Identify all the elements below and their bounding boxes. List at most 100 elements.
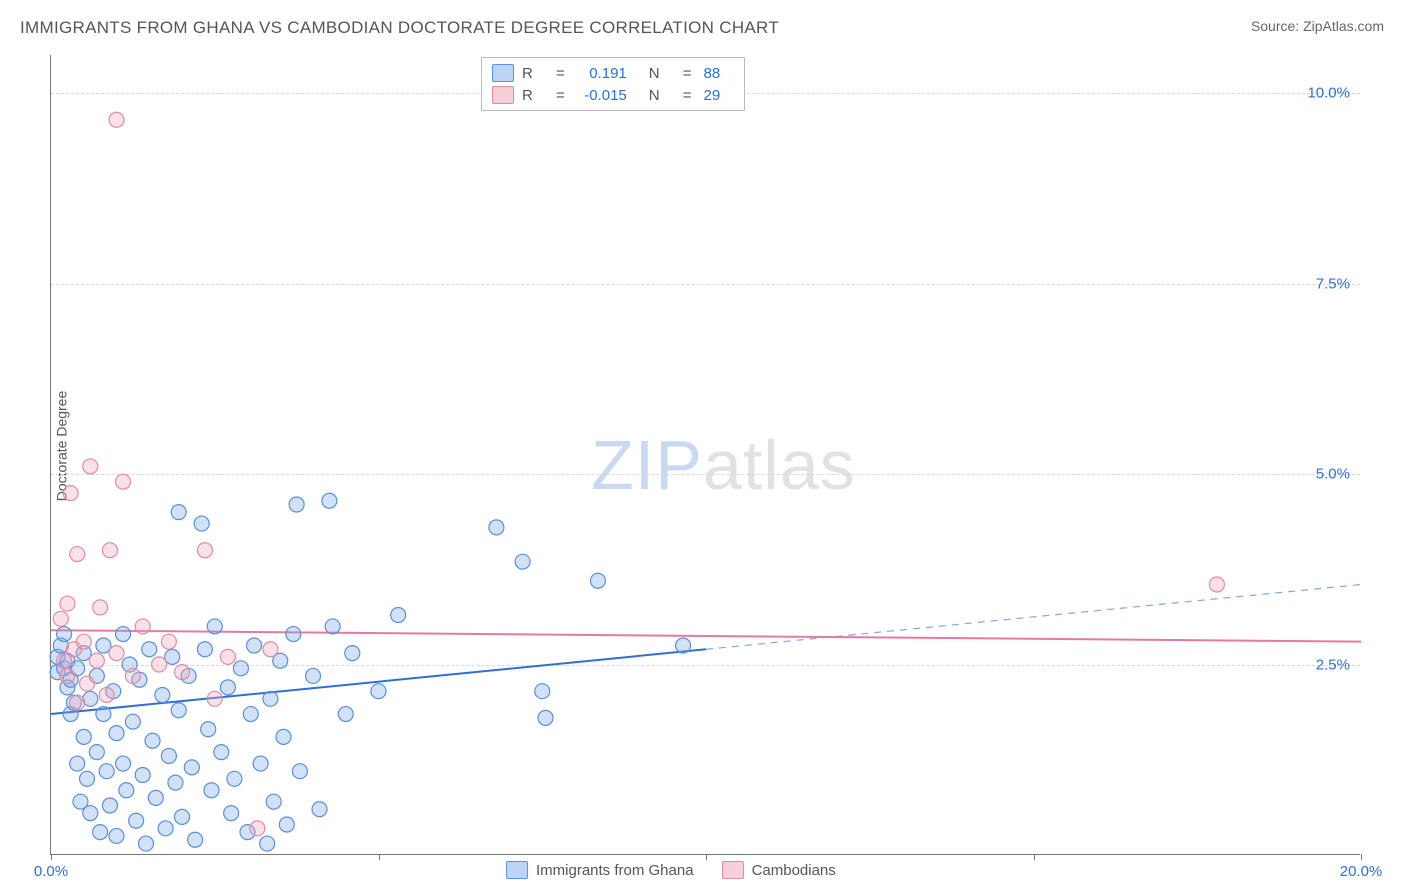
source-link[interactable]: ZipAtlas.com [1303, 18, 1384, 34]
data-point [80, 771, 95, 786]
data-point [60, 668, 75, 683]
data-point [109, 828, 124, 843]
trend-line [51, 649, 706, 714]
data-point [590, 573, 605, 588]
data-point [76, 729, 91, 744]
legend-label: Cambodians [752, 862, 836, 879]
data-point [158, 821, 173, 836]
x-tick-label: 0.0% [34, 863, 68, 880]
x-tick [1034, 854, 1035, 860]
equals-sign: = [683, 65, 692, 82]
data-point [171, 703, 186, 718]
data-point [194, 516, 209, 531]
data-point [289, 497, 304, 512]
source-label: Source: [1251, 18, 1303, 34]
legend-swatch [492, 86, 514, 104]
data-point [306, 668, 321, 683]
data-point [76, 634, 91, 649]
data-point [89, 653, 104, 668]
data-point [53, 611, 68, 626]
legend-r-label: R [522, 87, 548, 104]
data-point [266, 794, 281, 809]
data-point [371, 684, 386, 699]
x-tick [1361, 854, 1362, 860]
chart-plot-area: ZIPatlas 2.5%5.0%7.5%10.0% R=0.191N=88R=… [50, 55, 1360, 855]
data-point [99, 764, 114, 779]
data-point [535, 684, 550, 699]
data-point [83, 806, 98, 821]
legend-row: R=-0.015N=29 [492, 84, 734, 106]
x-tick-label: 20.0% [1340, 863, 1383, 880]
data-point [129, 813, 144, 828]
data-point [96, 638, 111, 653]
data-point [197, 543, 212, 558]
data-point [102, 798, 117, 813]
data-point [155, 688, 170, 703]
correlation-legend: R=0.191N=88R=-0.015N=29 [481, 57, 745, 111]
data-point [63, 486, 78, 501]
data-point [233, 661, 248, 676]
data-point [197, 642, 212, 657]
chart-title: IMMIGRANTS FROM GHANA VS CAMBODIAN DOCTO… [20, 18, 779, 38]
data-point [220, 649, 235, 664]
data-point [135, 768, 150, 783]
data-point [148, 790, 163, 805]
data-point [214, 745, 229, 760]
data-point [338, 707, 353, 722]
data-point [227, 771, 242, 786]
data-point [116, 756, 131, 771]
data-point [184, 760, 199, 775]
series-legend: Immigrants from Ghana Cambodians [506, 861, 836, 879]
data-point [263, 691, 278, 706]
legend-n-label: N [649, 65, 675, 82]
equals-sign: = [683, 87, 692, 104]
data-point [99, 688, 114, 703]
data-point [161, 634, 176, 649]
data-point [125, 668, 140, 683]
data-point [515, 554, 530, 569]
data-point [116, 627, 131, 642]
legend-swatch [506, 861, 528, 879]
data-point [135, 619, 150, 634]
data-point [345, 646, 360, 661]
data-point [138, 836, 153, 851]
data-point [286, 627, 301, 642]
data-point [243, 707, 258, 722]
data-point [119, 783, 134, 798]
data-point [57, 627, 72, 642]
data-point [70, 756, 85, 771]
data-point [175, 809, 190, 824]
legend-label: Immigrants from Ghana [536, 862, 694, 879]
x-tick [379, 854, 380, 860]
data-point [109, 726, 124, 741]
data-point [175, 665, 190, 680]
data-point [60, 596, 75, 611]
legend-r-value: 0.191 [573, 65, 627, 82]
x-tick [51, 854, 52, 860]
data-point [322, 493, 337, 508]
data-point [152, 657, 167, 672]
scatter-svg [51, 55, 1360, 854]
legend-r-value: -0.015 [573, 87, 627, 104]
trend-line [51, 630, 1361, 641]
data-point [253, 756, 268, 771]
data-point [312, 802, 327, 817]
data-point [188, 832, 203, 847]
data-point [145, 733, 160, 748]
data-point [142, 642, 157, 657]
legend-item: Cambodians [722, 861, 836, 879]
data-point [204, 783, 219, 798]
legend-row: R=0.191N=88 [492, 62, 734, 84]
legend-n-value: 88 [704, 65, 734, 82]
data-point [109, 112, 124, 127]
data-point [391, 608, 406, 623]
legend-n-label: N [649, 87, 675, 104]
data-point [220, 680, 235, 695]
data-point [168, 775, 183, 790]
legend-swatch [722, 861, 744, 879]
data-point [201, 722, 216, 737]
equals-sign: = [556, 65, 565, 82]
x-tick [706, 854, 707, 860]
data-point [109, 646, 124, 661]
data-point [292, 764, 307, 779]
